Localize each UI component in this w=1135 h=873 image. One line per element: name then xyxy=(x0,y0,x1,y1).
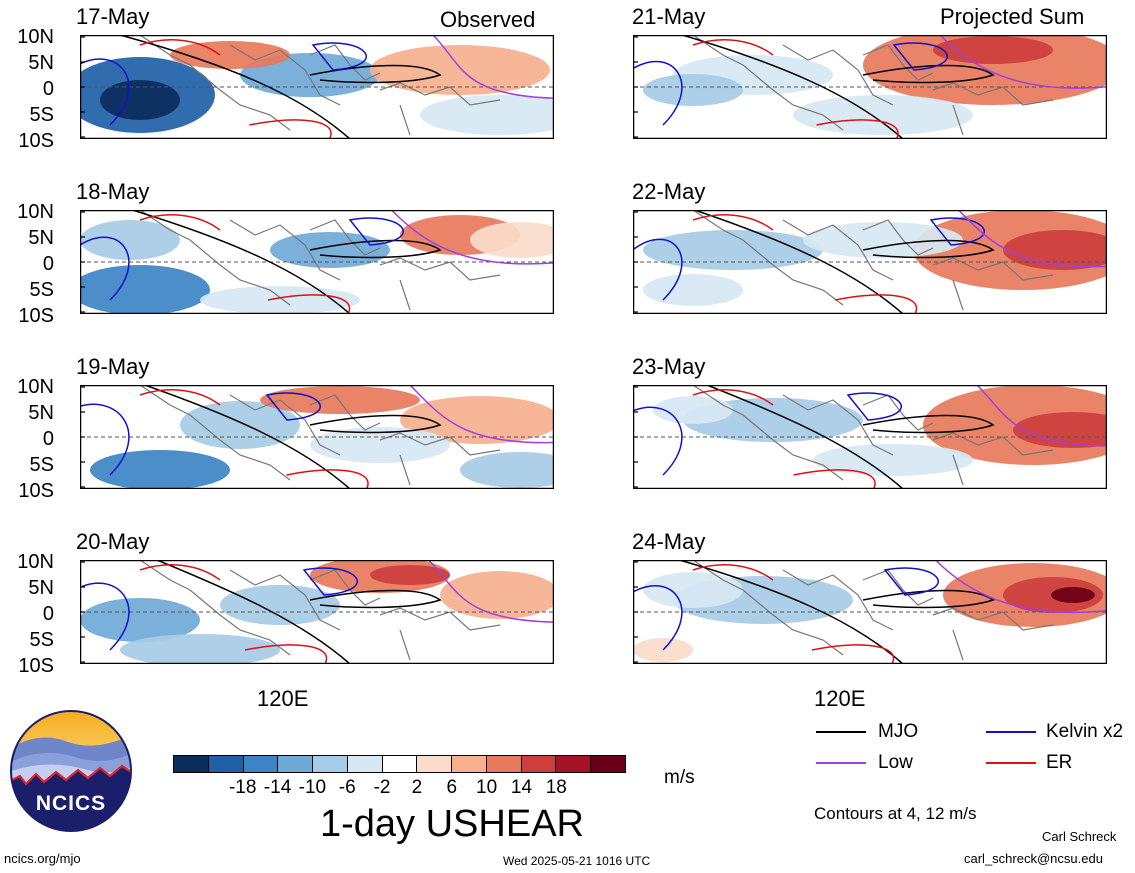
colorbar-tick-label: 14 xyxy=(510,777,533,798)
lat-label: 5S xyxy=(29,279,54,301)
lat-label: 10S xyxy=(18,655,54,677)
map-panel-proj-4 xyxy=(633,560,1107,664)
colorbar-tick-label: -18 xyxy=(228,777,257,798)
lat-label: 5N xyxy=(28,52,54,74)
map-panel-proj-2 xyxy=(633,210,1107,314)
lat-label: 10S xyxy=(18,130,54,152)
legend-label-kelvin: Kelvin x2 xyxy=(1046,721,1124,742)
lat-label: 5N xyxy=(28,227,54,249)
footer-author: Carl Schreck xyxy=(1042,829,1117,844)
colorbar-swatch xyxy=(485,756,521,772)
lat-label: 10N xyxy=(17,26,54,48)
projected-title: Projected Sum xyxy=(940,4,1085,29)
footer-website: ncics.org/mjo xyxy=(4,851,81,866)
date-label-proj-1: 21-May xyxy=(632,4,706,29)
map-panel-proj-1 xyxy=(633,35,1107,139)
colorbar-swatch xyxy=(381,756,417,772)
lat-label: 0 xyxy=(42,78,54,100)
colorbar-swatch xyxy=(451,756,486,772)
colorbar-swatch xyxy=(242,756,278,772)
legend-label-low: Low xyxy=(878,752,913,773)
map-panel-obs-4 xyxy=(80,560,554,664)
footer-email: carl_schreck@ncsu.edu xyxy=(964,851,1103,866)
lat-label: 5S xyxy=(29,104,54,126)
colorbar-tick-label: 18 xyxy=(545,777,567,798)
date-label-obs-1: 17-May xyxy=(76,4,150,29)
date-label-obs-4: 20-May xyxy=(76,529,150,554)
colorbar-tick-label: -2 xyxy=(373,777,391,798)
map-panel-obs-1 xyxy=(80,35,554,139)
lon-label-right: 120E xyxy=(814,686,866,711)
legend-line-low xyxy=(816,762,866,764)
legend-line-er xyxy=(986,762,1036,764)
colorbar-swatch xyxy=(520,756,556,772)
lat-label: 0 xyxy=(42,253,54,275)
logo-text: NCICS xyxy=(35,792,107,815)
map-panel-obs-3 xyxy=(80,385,554,489)
colorbar-tick-label: -14 xyxy=(263,777,292,798)
map-panel-proj-3 xyxy=(633,385,1107,489)
legend-line-kelvin xyxy=(986,731,1036,733)
lat-label: 5N xyxy=(28,402,54,424)
lat-label: 5S xyxy=(29,629,54,651)
lat-label: 10S xyxy=(18,480,54,502)
colorbar-tick-label: -10 xyxy=(298,777,327,798)
colorbar-swatch xyxy=(555,756,591,772)
colorbar-tick-label: 10 xyxy=(476,777,498,798)
lat-label: 10S xyxy=(18,305,54,327)
lat-label: 5N xyxy=(28,577,54,599)
colorbar-tick-label: -6 xyxy=(338,777,356,798)
variable-title: 1-day USHEAR xyxy=(320,803,584,845)
lat-label: 0 xyxy=(42,428,54,450)
date-label-proj-4: 24-May xyxy=(632,529,706,554)
date-label-obs-2: 18-May xyxy=(76,179,150,204)
lat-label: 10N xyxy=(17,551,54,573)
observed-title: Observed xyxy=(440,7,536,32)
legend-label-er: ER xyxy=(1046,752,1073,773)
date-label-proj-2: 22-May xyxy=(632,179,706,204)
legend-line-mjo xyxy=(816,731,866,733)
colorbar-swatch xyxy=(346,756,382,772)
lat-label: 10N xyxy=(17,201,54,223)
ncics-logo: NCICS xyxy=(8,708,134,834)
map-panel-obs-2 xyxy=(80,210,554,314)
colorbar-swatch xyxy=(207,756,243,772)
legend-label-mjo: MJO xyxy=(878,721,919,742)
colorbar xyxy=(173,755,626,773)
lat-label: 0 xyxy=(42,603,54,625)
date-label-obs-3: 19-May xyxy=(76,354,150,379)
contours-note: Contours at 4, 12 m/s xyxy=(814,804,977,823)
lat-label: 10N xyxy=(17,376,54,398)
footer-timestamp: Wed 2025-05-21 1016 UTC xyxy=(503,854,651,868)
colorbar-swatch xyxy=(277,756,313,772)
colorbar-swatch xyxy=(590,756,625,772)
colorbar-units: m/s xyxy=(664,767,695,788)
colorbar-tick-label: 2 xyxy=(411,777,423,798)
colorbar-swatch xyxy=(416,756,452,772)
date-label-proj-3: 23-May xyxy=(632,354,706,379)
colorbar-swatch xyxy=(174,756,208,772)
lon-label-left: 120E xyxy=(257,686,309,711)
colorbar-swatch xyxy=(312,756,347,772)
colorbar-tick-label: 6 xyxy=(446,777,458,798)
lat-label: 5S xyxy=(29,454,54,476)
